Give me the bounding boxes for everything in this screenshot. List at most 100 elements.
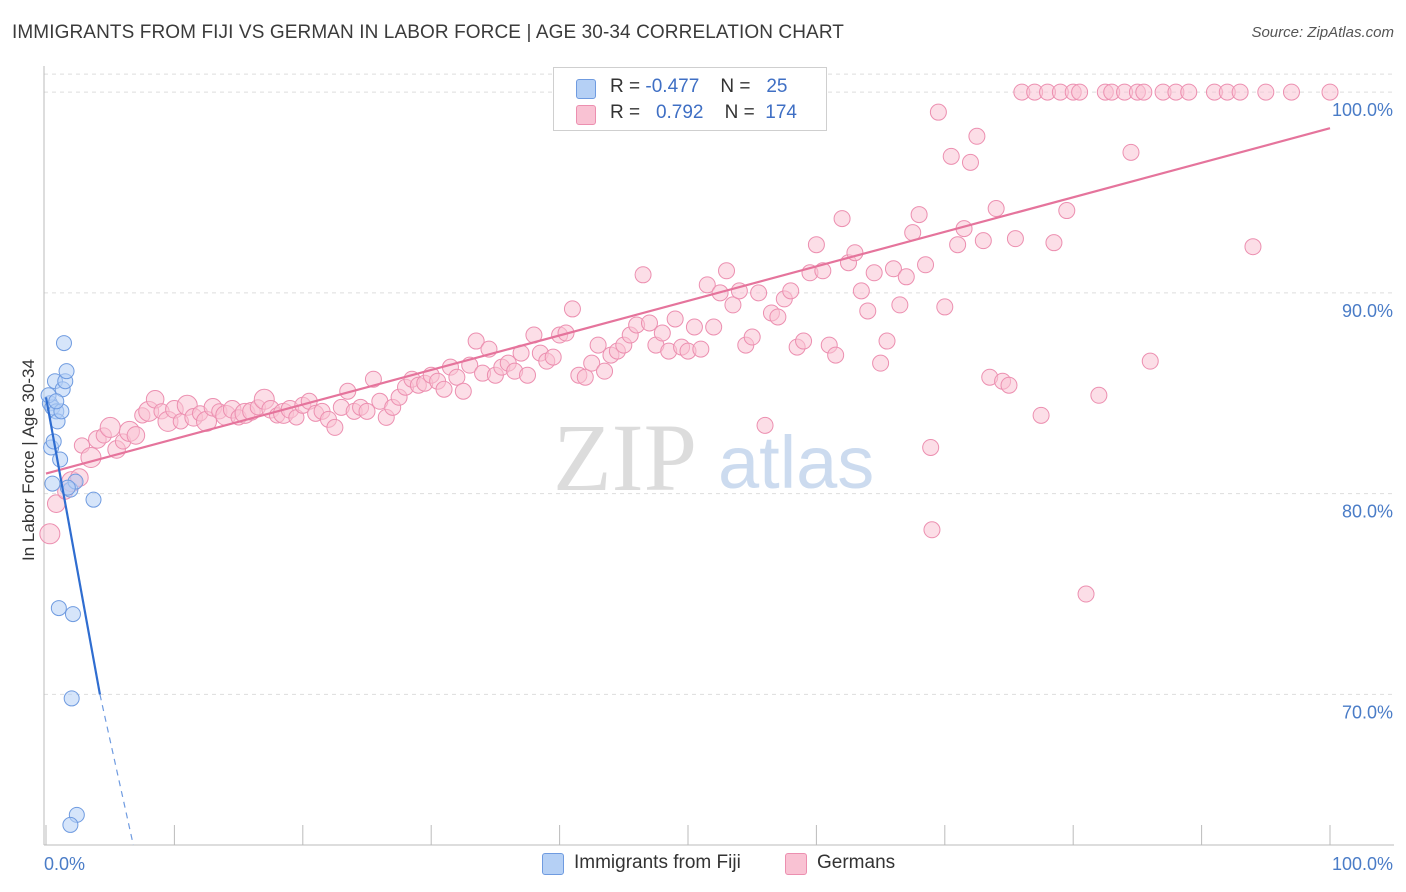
- fiji-point: [64, 606, 81, 623]
- germans-point: [718, 262, 736, 280]
- germans-point: [1122, 143, 1140, 161]
- germans-point: [884, 260, 902, 278]
- fiji-point: [50, 600, 67, 617]
- correlation-legend: R = -0.477 N = 25 R = 0.792 N = 174: [553, 67, 827, 131]
- germans-point: [454, 382, 472, 400]
- germans-point: [769, 308, 787, 326]
- germans-point: [666, 310, 684, 328]
- germans-point: [917, 256, 935, 274]
- bottom-legend-label-germans: Germans: [817, 852, 896, 873]
- germans-point: [1077, 585, 1095, 603]
- fiji-point: [44, 475, 61, 492]
- germans-point: [563, 300, 581, 318]
- germans-point: [827, 346, 845, 364]
- watermark-atlas: atlas: [718, 421, 874, 504]
- legend-n-value: 25: [766, 76, 788, 97]
- y-axis-label: In Labor Force | Age 30-34: [19, 359, 38, 561]
- germans-point: [1135, 83, 1153, 101]
- legend-swatch-fiji: [576, 79, 596, 99]
- germans-points: [39, 83, 1339, 603]
- germans-point: [942, 147, 960, 165]
- germans-point: [974, 232, 992, 250]
- axes: [43, 66, 1394, 846]
- germans-point: [961, 153, 979, 171]
- germans-point: [705, 318, 723, 336]
- fiji-point: [63, 690, 80, 707]
- germans-point: [685, 318, 703, 336]
- germans-point: [80, 447, 102, 469]
- germans-point: [544, 348, 562, 366]
- germans-point: [519, 366, 536, 384]
- germans-point: [724, 296, 742, 314]
- germans-point: [807, 236, 825, 254]
- germans-point: [891, 296, 909, 314]
- germans-point: [1257, 83, 1275, 101]
- germans-point: [1141, 352, 1159, 370]
- germans-point: [878, 332, 896, 350]
- germans-point: [782, 282, 800, 300]
- germans-point: [923, 521, 941, 539]
- bottom-legend-swatch-fiji: [542, 853, 564, 875]
- legend-r-value: -0.477: [645, 76, 700, 97]
- fiji-point: [58, 363, 75, 380]
- germans-point: [1071, 83, 1089, 101]
- legend-n-label: N =: [720, 76, 751, 97]
- germans-point: [583, 354, 601, 372]
- fiji-point: [48, 393, 65, 410]
- germans-point: [756, 416, 774, 434]
- germans-point: [634, 266, 652, 284]
- germans-point: [1180, 83, 1198, 101]
- fiji-point: [55, 335, 72, 352]
- germans-point: [1032, 406, 1050, 424]
- legend-r-value: 0.792: [655, 102, 704, 123]
- x-tick-label: 0.0%: [44, 854, 85, 874]
- fiji-point: [52, 451, 69, 468]
- germans-point: [1321, 83, 1339, 101]
- germans-point: [1045, 234, 1063, 252]
- germans-point: [1000, 376, 1018, 394]
- fiji-points: [40, 335, 102, 833]
- germans-point: [929, 103, 947, 121]
- germans-point: [467, 332, 485, 350]
- germans-point: [126, 426, 146, 445]
- fiji-point: [62, 816, 79, 833]
- legend-r-label: R =: [610, 76, 641, 97]
- germans-point: [448, 368, 466, 386]
- bottom-legend-label-fiji: Immigrants from Fiji: [574, 852, 741, 873]
- legend-swatch-germans: [576, 105, 596, 125]
- germans-point: [640, 314, 658, 332]
- tick-labels: 70.0% 80.0% 90.0% 100.0% 0.0% 100.0%: [44, 100, 1393, 874]
- y-tick-label: 70.0%: [1342, 702, 1393, 722]
- germans-point: [949, 236, 967, 254]
- watermark-zip: ZIP: [553, 404, 697, 511]
- germans-trend-line: [45, 127, 1331, 475]
- germans-point: [358, 402, 376, 420]
- germans-point: [326, 418, 344, 436]
- germans-point: [936, 298, 954, 316]
- germans-point: [1006, 230, 1024, 248]
- germans-point: [596, 362, 614, 380]
- legend-n-value: 174: [765, 102, 797, 123]
- legend-n-label: N =: [724, 102, 755, 123]
- germans-point: [653, 324, 671, 342]
- y-tick-label: 80.0%: [1342, 502, 1393, 522]
- fiji-trend-extension: [99, 694, 134, 846]
- germans-point: [852, 282, 870, 300]
- grid-lines: [44, 73, 1394, 695]
- fiji-point: [85, 491, 102, 508]
- chart-title: IMMIGRANTS FROM FIJI VS GERMAN IN LABOR …: [12, 22, 845, 43]
- y-tick-label: 100.0%: [1332, 100, 1393, 120]
- germans-point: [987, 200, 1005, 218]
- germans-point: [859, 302, 877, 320]
- germans-point: [833, 210, 851, 228]
- germans-point: [99, 416, 121, 438]
- watermark: ZIP atlas: [553, 404, 874, 511]
- germans-point: [743, 328, 761, 346]
- germans-point: [1058, 202, 1076, 220]
- germans-point: [39, 523, 61, 545]
- germans-point: [922, 438, 940, 456]
- fiji-trend-line: [44, 397, 102, 695]
- germans-point: [435, 380, 453, 398]
- germans-point: [872, 354, 890, 372]
